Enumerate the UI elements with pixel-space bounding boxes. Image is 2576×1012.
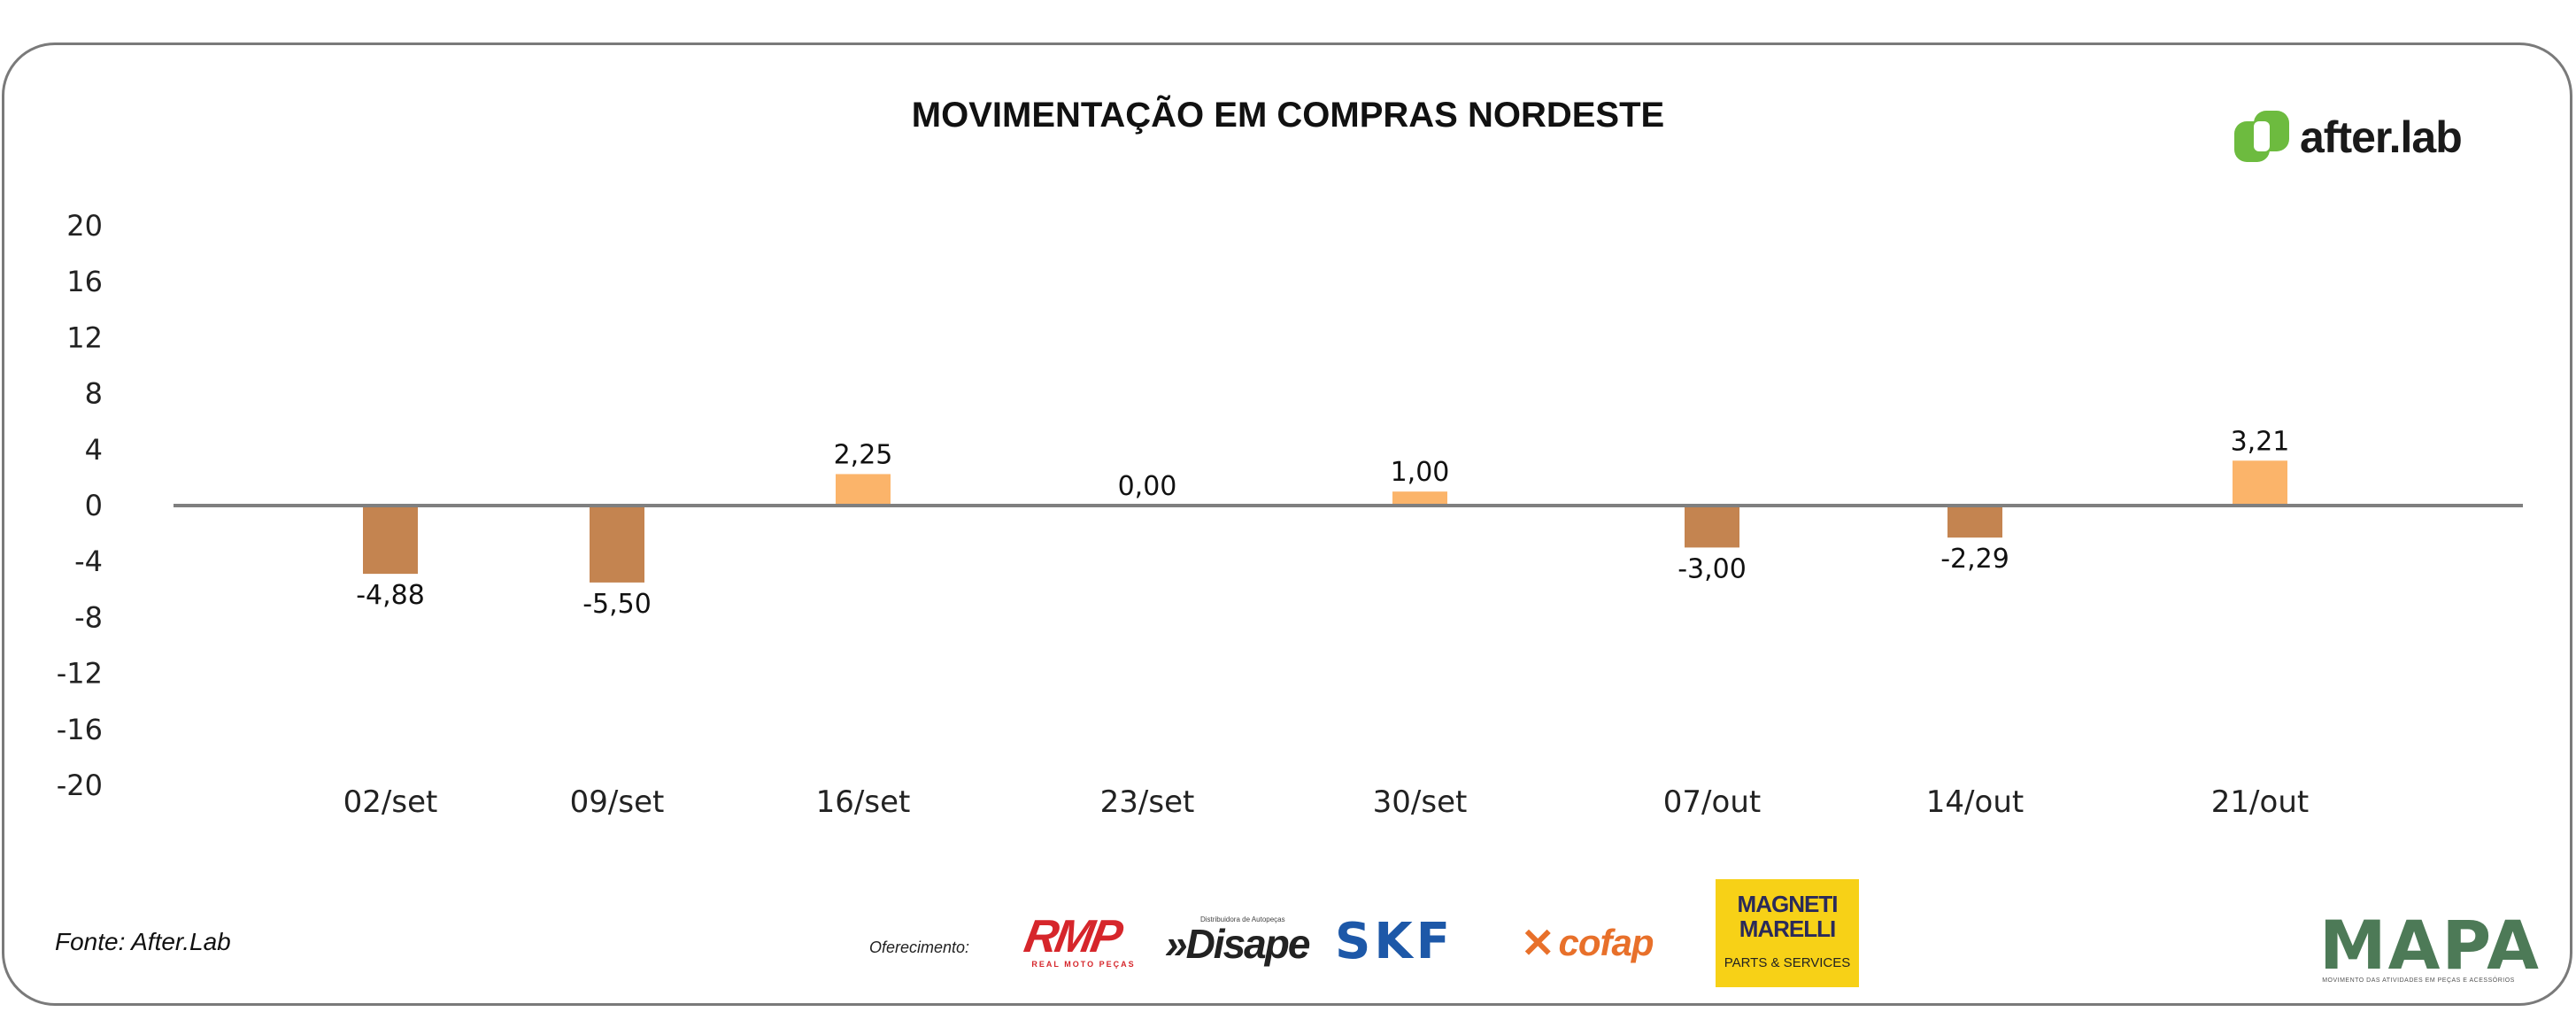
mapa-logo-subtext: MOVIMENTO DAS ATIVIDADES EM PEÇAS E ACES…	[2322, 977, 2515, 984]
cofap-logo: ✕ cofap	[1521, 920, 1654, 966]
x-tick-label: 21/out	[2211, 784, 2309, 820]
bar	[1685, 506, 1739, 548]
rmp-logo-subtext: REAL MOTO PEÇAS	[1031, 960, 1136, 969]
afterlab-logo-text: after.lab	[2300, 112, 2463, 162]
x-axis-ticks: 02/set 09/set 16/set 23/set 30/set 07/out 14/o…	[343, 784, 2310, 820]
bar	[2233, 460, 2287, 506]
y-tick-label: 0	[85, 489, 103, 522]
y-tick-label: 12	[66, 321, 103, 354]
magneti-logo-text: MAGNETI MARELLI	[1737, 891, 1839, 942]
x-tick-label: 09/set	[570, 784, 665, 820]
rmp-logo: RMP REAL MOTO PEÇAS	[1021, 911, 1142, 969]
y-tick-label: -4	[74, 545, 103, 578]
source-note: Fonte: After.Lab	[55, 928, 231, 955]
disape-logo-text: »Disape	[1165, 921, 1310, 967]
cofap-logo-text: cofap	[1558, 922, 1654, 963]
y-tick-label: -12	[57, 657, 103, 691]
skf-logo: SKF	[1335, 917, 1454, 967]
chart-title: MOVIMENTAÇÃO EM COMPRAS NORDESTE	[911, 96, 1665, 135]
magneti-marelli-logo: MAGNETI MARELLI PARTS & SERVICES	[1716, 879, 1859, 987]
bar	[363, 506, 418, 575]
y-tick-label: -16	[57, 713, 103, 746]
data-label: 0,00	[1118, 471, 1177, 502]
bars	[363, 460, 2287, 583]
disape-logo-subtext: Distribuidora de Autopeças	[1200, 915, 1285, 923]
bar	[590, 506, 644, 583]
data-label: 1,00	[1391, 457, 1450, 488]
afterlab-mark-icon	[2234, 111, 2291, 164]
bar	[836, 474, 891, 506]
skf-logo-text: SKF	[1335, 913, 1454, 970]
x-tick-label: 23/set	[1100, 784, 1195, 820]
mapa-logo-text: MAPA	[2319, 906, 2541, 985]
afterlab-logo: after.lab	[2234, 108, 2463, 166]
data-labels: -4,88 -5,50 2,25 0,00 1,00 -3,00 -2,29 3,21	[356, 426, 2289, 620]
cofap-mark-icon: ✕	[1521, 920, 1555, 966]
x-tick-label: 30/set	[1373, 784, 1468, 820]
y-axis-ticks: 20 16 12 8 4 0 -4 -8 -12 -16 -20	[57, 209, 103, 802]
data-label: -2,29	[1940, 544, 2009, 575]
bar	[1392, 491, 1447, 506]
disape-logo: Distribuidora de Autopeças »Disape	[1165, 915, 1310, 969]
data-label: -3,00	[1677, 553, 1747, 584]
mapa-logo: MAPA MOVIMENTO DAS ATIVIDADES EM PEÇAS E…	[2319, 906, 2541, 985]
data-label: -4,88	[356, 580, 425, 611]
x-tick-label: 07/out	[1663, 784, 1761, 820]
magneti-logo-subtext: PARTS & SERVICES	[1724, 955, 1851, 970]
x-tick-label: 02/set	[343, 784, 438, 820]
y-tick-label: 4	[85, 433, 103, 467]
data-label: -5,50	[582, 589, 652, 620]
y-tick-label: -20	[57, 769, 103, 802]
x-tick-label: 16/set	[816, 784, 911, 820]
bar	[1947, 506, 2002, 538]
rmp-logo-text: RMP	[1020, 911, 1124, 962]
data-label: 3,21	[2231, 426, 2290, 457]
y-tick-label: 20	[66, 209, 103, 243]
data-label: 2,25	[834, 439, 893, 470]
y-tick-label: 16	[66, 265, 103, 298]
x-tick-label: 14/out	[1926, 784, 2024, 820]
y-tick-label: -8	[74, 600, 103, 634]
y-tick-label: 8	[85, 377, 103, 411]
sponsor-label: Oferecimento:	[869, 939, 970, 956]
chart-frame	[2, 42, 2572, 1006]
